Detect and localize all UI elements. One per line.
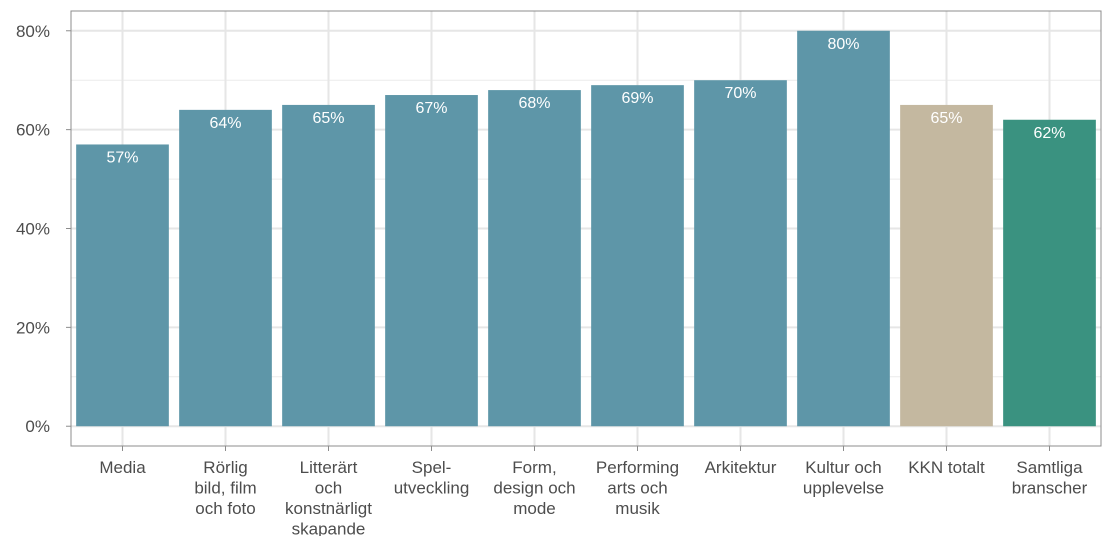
x-tick-label-line: upplevelse — [803, 479, 884, 498]
data-label: 69% — [621, 90, 653, 107]
x-tick-label: KKN totalt — [908, 458, 985, 477]
x-tick-label-line: konstnärligt — [285, 499, 372, 518]
x-tick-label-line: design och — [493, 479, 575, 498]
bar — [76, 144, 169, 427]
x-tick-label-line: Rörlig — [203, 458, 247, 477]
y-tick-label: 60% — [16, 121, 50, 140]
x-tick-label-line: mode — [513, 499, 556, 518]
y-tick-label: 40% — [16, 220, 50, 239]
data-label: 62% — [1033, 125, 1065, 142]
data-label: 67% — [415, 100, 447, 117]
x-tick-label-line: Litterärt — [300, 458, 358, 477]
data-label: 64% — [209, 115, 241, 132]
x-tick-label-line: Samtliga — [1016, 458, 1083, 477]
x-tick-label-line: KKN totalt — [908, 458, 985, 477]
bars — [76, 30, 1096, 427]
bar — [1003, 119, 1096, 427]
data-label: 57% — [106, 149, 138, 166]
y-axis-ticks: 0% 20% 40% 60% 80% — [16, 22, 71, 436]
x-tick-label-line: Spel- — [412, 458, 452, 477]
bar — [797, 30, 890, 427]
x-tick-label: Arkitektur — [705, 458, 777, 477]
x-tick-label-line: branscher — [1012, 479, 1088, 498]
x-tick-label-line: Kultur och — [805, 458, 882, 477]
x-tick-label: Form, design och mode — [493, 458, 575, 518]
x-tick-label-line: skapande — [292, 520, 366, 536]
data-label: 65% — [312, 110, 344, 127]
x-tick-label: Media — [99, 458, 146, 477]
bar — [900, 104, 993, 427]
x-tick-label-line: och — [315, 479, 342, 498]
x-tick-label: Litterärt och konstnärligt skapande — [285, 458, 372, 536]
x-tick-label-line: Media — [99, 458, 146, 477]
y-tick-label: 0% — [25, 417, 50, 436]
bar — [591, 85, 684, 427]
data-label: 68% — [518, 95, 550, 112]
y-tick-label: 80% — [16, 22, 50, 41]
x-tick-label: Spel-utveckling — [394, 458, 470, 498]
x-tick-label-line: arts och — [607, 479, 667, 498]
bar — [179, 109, 272, 427]
x-tick-label-line: Form, — [512, 458, 556, 477]
bar — [488, 90, 581, 427]
bar — [282, 104, 375, 427]
x-tick-label: Samtliga branscher — [1012, 458, 1088, 498]
data-label: 70% — [724, 85, 756, 102]
x-tick-label-line: utveckling — [394, 479, 470, 498]
bar — [385, 95, 478, 427]
x-tick-label-line: Arkitektur — [705, 458, 777, 477]
x-tick-label: Rörlig bild, film och foto — [194, 458, 256, 518]
data-labels: 57% 64% 65% 67% 68% 69% 70% 80% 65% 62% — [106, 36, 1065, 167]
x-tick-label: Kultur och upplevelse — [803, 458, 884, 498]
y-tick-label: 20% — [16, 318, 50, 337]
x-tick-label: Performing arts och musik — [596, 458, 679, 518]
data-label: 65% — [930, 110, 962, 127]
x-tick-label-line: och foto — [195, 499, 256, 518]
x-tick-label-line: musik — [615, 499, 660, 518]
x-tick-label-line: Performing — [596, 458, 679, 477]
data-label: 80% — [827, 36, 859, 53]
bar — [694, 80, 787, 427]
x-axis-ticks: Media Rörlig bild, film och foto Litterärt oc… — [99, 446, 1088, 536]
x-tick-label-line: bild, film — [194, 479, 256, 498]
